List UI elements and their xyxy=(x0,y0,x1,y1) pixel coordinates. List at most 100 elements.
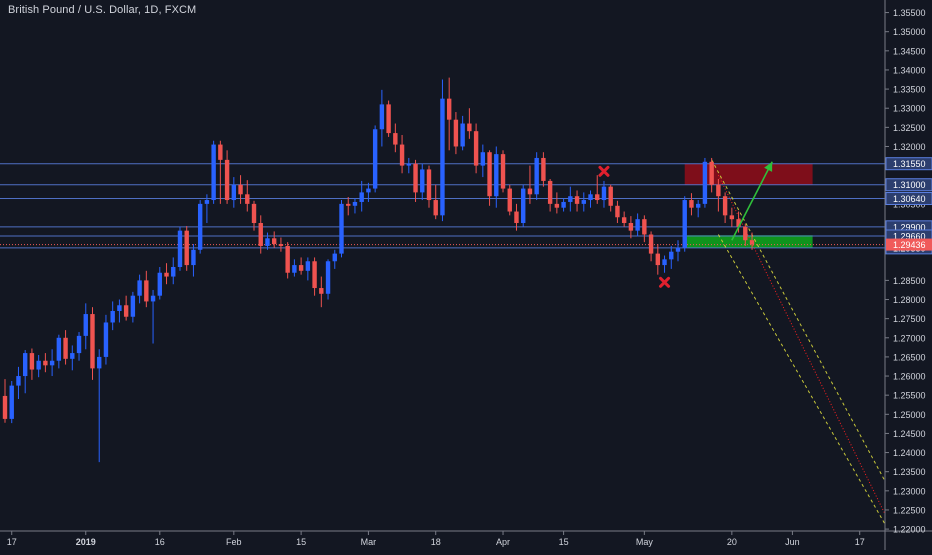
candle-body xyxy=(325,261,331,294)
candle-body xyxy=(574,196,580,204)
candle xyxy=(561,198,566,212)
candle-body xyxy=(729,215,735,220)
candle xyxy=(480,144,486,178)
candle xyxy=(211,140,216,204)
candle-body xyxy=(22,353,28,377)
candle-body xyxy=(621,217,627,223)
candle xyxy=(130,291,136,323)
candle xyxy=(339,200,344,258)
candle-body xyxy=(675,247,681,252)
channel-lower-line xyxy=(717,234,885,526)
candle xyxy=(635,213,640,237)
candle-body xyxy=(460,123,465,147)
candle xyxy=(218,140,223,204)
candle xyxy=(238,175,243,204)
candle xyxy=(574,190,580,212)
candle xyxy=(197,200,203,254)
candle-body xyxy=(480,152,486,166)
candle-body xyxy=(305,261,311,271)
candle-body xyxy=(191,249,196,266)
candle xyxy=(749,232,755,250)
price-level-badge-label: 1.29660 xyxy=(893,232,926,242)
candle-body xyxy=(150,295,156,302)
candle xyxy=(682,196,687,252)
candle xyxy=(426,165,432,208)
price-tick-label: 1.23500 xyxy=(893,467,926,477)
candle xyxy=(2,379,8,423)
candle-body xyxy=(473,131,479,166)
candle xyxy=(487,150,492,206)
price-tick-label: 1.28500 xyxy=(893,276,926,286)
candle-body xyxy=(722,196,728,216)
candle xyxy=(97,349,102,463)
candle-body xyxy=(695,203,701,208)
candle-body xyxy=(372,129,378,189)
candle-body xyxy=(588,194,593,201)
candle xyxy=(366,182,371,202)
candle-body xyxy=(285,245,290,273)
candle-body xyxy=(272,238,277,245)
candle-body xyxy=(453,119,459,147)
candle xyxy=(460,115,465,151)
price-tick-label: 1.35500 xyxy=(893,8,926,18)
price-level-badge xyxy=(886,157,932,170)
candle-body xyxy=(406,163,411,166)
candle xyxy=(507,184,512,216)
candle-body xyxy=(716,184,721,197)
candle-body xyxy=(635,219,640,231)
time-tick-label: 17 xyxy=(855,537,865,547)
candle xyxy=(554,192,560,214)
candle-body xyxy=(63,337,68,359)
candle xyxy=(467,108,472,139)
candle-body xyxy=(648,234,654,254)
candle xyxy=(70,345,75,371)
candle-body xyxy=(521,188,526,223)
x-marker-icon xyxy=(598,165,610,177)
candle-body xyxy=(76,335,82,354)
candle xyxy=(588,190,593,208)
candle xyxy=(568,186,573,212)
price-level-badge-label: 1.30640 xyxy=(893,194,926,204)
candle-body xyxy=(218,144,223,160)
time-tick-label: 20 xyxy=(727,537,737,547)
candle xyxy=(150,289,156,344)
candle xyxy=(521,184,526,227)
candle-body xyxy=(312,261,317,289)
candle xyxy=(446,77,452,151)
candle-body xyxy=(265,238,270,246)
candle-body xyxy=(514,211,519,223)
candle-body xyxy=(709,161,714,185)
candle xyxy=(177,226,183,271)
candle xyxy=(601,180,607,208)
candle-body xyxy=(245,194,250,204)
last-price-badge-label: 1.29436 xyxy=(893,240,926,250)
candle xyxy=(110,301,115,331)
candle-body xyxy=(534,157,539,195)
candle-body xyxy=(682,200,687,248)
candle xyxy=(285,242,290,279)
candle xyxy=(399,135,405,174)
candle xyxy=(43,353,48,373)
candle-body xyxy=(749,240,755,245)
candle xyxy=(440,79,445,222)
candle xyxy=(655,244,661,275)
support-zone xyxy=(684,235,813,248)
candle xyxy=(49,349,55,377)
candle-body xyxy=(164,272,169,277)
candle-body xyxy=(601,186,607,201)
candle xyxy=(224,150,230,204)
candle xyxy=(258,215,263,254)
candle xyxy=(29,348,35,380)
candle xyxy=(272,231,277,248)
candle-body xyxy=(56,337,62,361)
price-level-badge-label: 1.31000 xyxy=(893,180,926,190)
candle-body xyxy=(103,322,109,357)
candle-body xyxy=(339,203,344,254)
candle xyxy=(352,198,358,214)
price-tick-label: 1.33000 xyxy=(893,104,926,114)
candle-body xyxy=(736,219,741,227)
candle-body xyxy=(184,230,189,266)
candle xyxy=(702,157,708,208)
